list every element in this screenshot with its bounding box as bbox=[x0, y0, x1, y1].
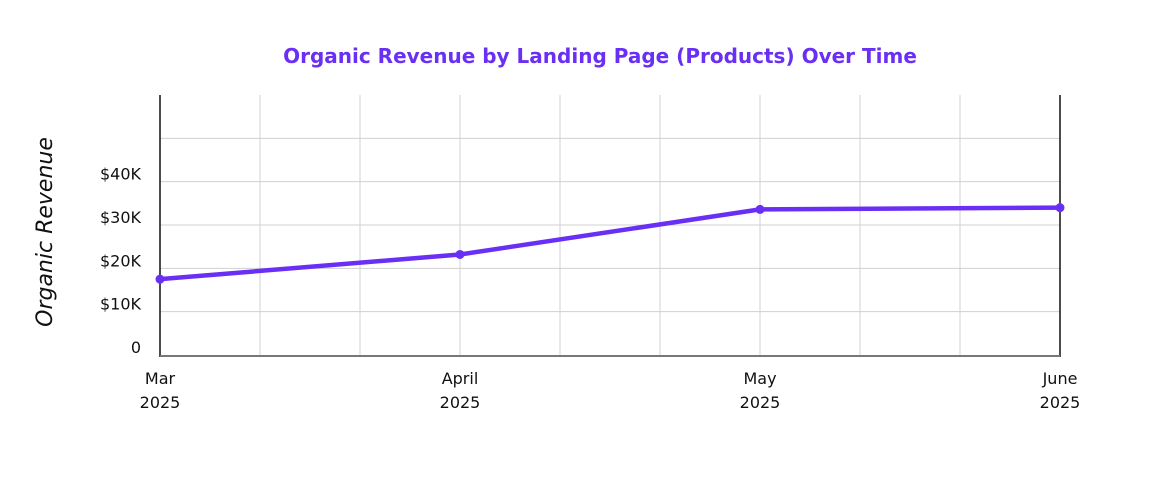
y-tick-label: $30K bbox=[100, 208, 142, 227]
data-point bbox=[1055, 203, 1065, 213]
x-tick-label-year: 2025 bbox=[440, 393, 481, 412]
y-tick-label: 0 bbox=[131, 338, 141, 357]
data-point bbox=[155, 274, 165, 284]
series-line bbox=[157, 205, 1063, 282]
x-tick-label: April bbox=[442, 369, 479, 388]
x-tick-label: June bbox=[1042, 369, 1078, 388]
x-tick-label-year: 2025 bbox=[740, 393, 781, 412]
x-tick-label: May bbox=[743, 369, 776, 388]
chart-title: Organic Revenue by Landing Page (Product… bbox=[283, 44, 917, 68]
y-axis-label: Organic Revenue bbox=[33, 137, 58, 327]
data-point bbox=[455, 249, 465, 259]
x-tick-label-year: 2025 bbox=[1040, 393, 1081, 412]
data-point bbox=[755, 204, 765, 214]
y-tick-label: $40K bbox=[100, 165, 142, 184]
y-tick-label: $10K bbox=[100, 295, 142, 314]
x-tick-label: Mar bbox=[145, 369, 176, 388]
x-tick-label-year: 2025 bbox=[140, 393, 181, 412]
y-tick-label: $20K bbox=[100, 251, 142, 270]
